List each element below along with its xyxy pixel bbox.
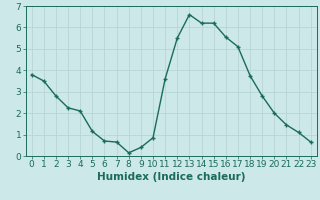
X-axis label: Humidex (Indice chaleur): Humidex (Indice chaleur) bbox=[97, 172, 245, 182]
